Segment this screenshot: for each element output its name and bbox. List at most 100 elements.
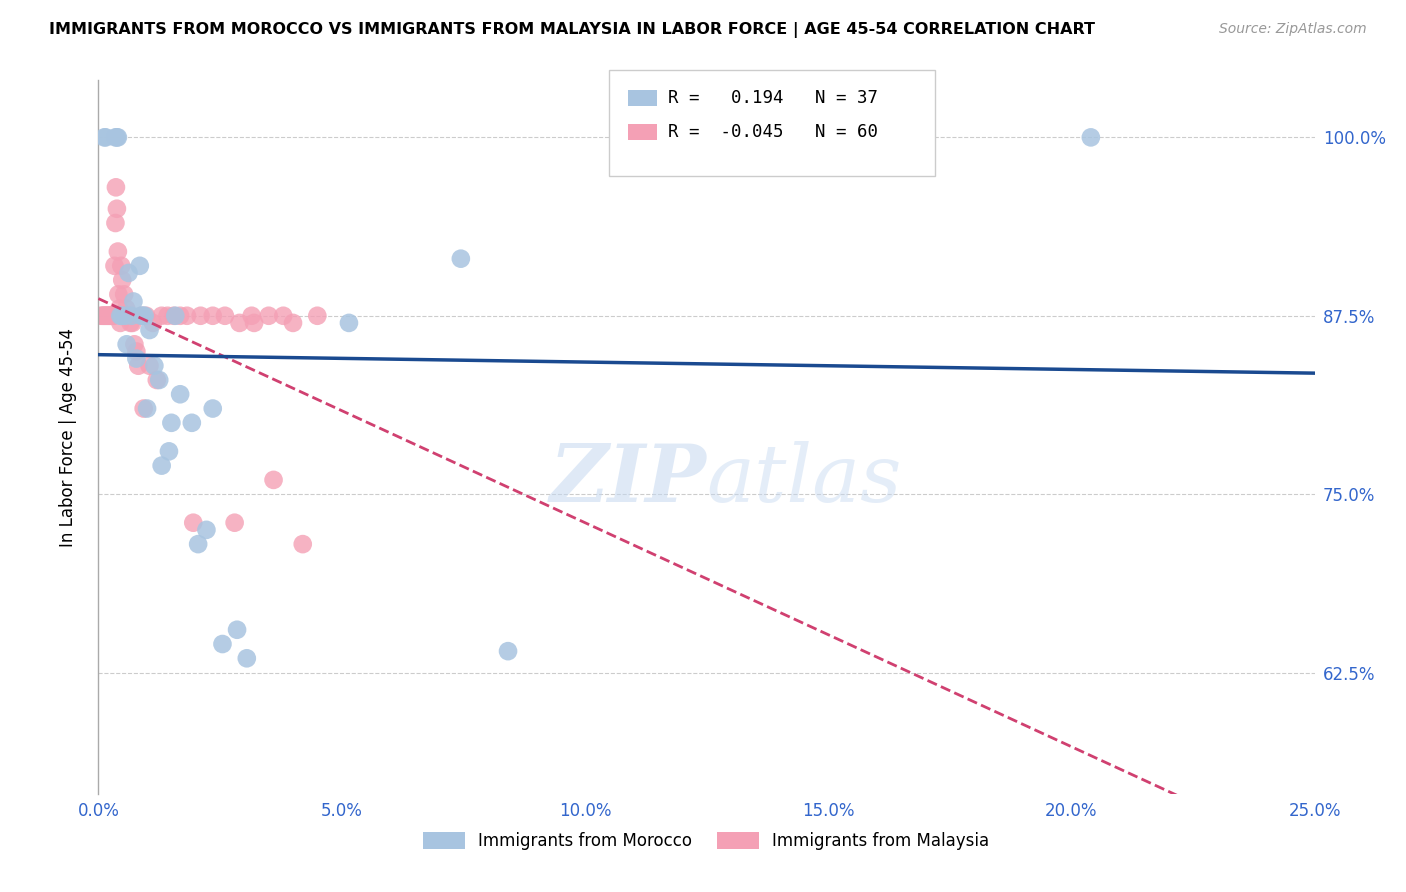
Point <box>142 316 165 330</box>
Point <box>104 180 127 194</box>
Point <box>226 623 249 637</box>
Y-axis label: In Labor Force | Age 45-54: In Labor Force | Age 45-54 <box>59 327 77 547</box>
Point <box>136 401 159 416</box>
Point <box>108 301 131 316</box>
Point <box>129 309 152 323</box>
Point <box>101 309 124 323</box>
Point <box>98 309 121 323</box>
Legend: Immigrants from Morocco, Immigrants from Malaysia: Immigrants from Morocco, Immigrants from… <box>416 825 997 857</box>
Point <box>114 309 136 323</box>
Point <box>105 202 128 216</box>
Point <box>107 244 129 259</box>
Text: IMMIGRANTS FROM MOROCCO VS IMMIGRANTS FROM MALAYSIA IN LABOR FORCE | AGE 45-54 C: IMMIGRANTS FROM MOROCCO VS IMMIGRANTS FR… <box>49 22 1095 38</box>
Point <box>114 309 136 323</box>
Point <box>496 644 519 658</box>
Text: R =  -0.045   N = 60: R = -0.045 N = 60 <box>668 123 877 141</box>
Point <box>190 309 212 323</box>
Point <box>96 309 118 323</box>
Point <box>150 458 173 473</box>
Point <box>118 309 141 323</box>
Point <box>111 273 134 287</box>
Point <box>163 309 186 323</box>
Point <box>146 373 169 387</box>
Point <box>156 309 179 323</box>
Point <box>125 344 148 359</box>
Point <box>281 316 304 330</box>
Point <box>115 337 138 351</box>
Point <box>307 309 329 323</box>
Point <box>94 309 117 323</box>
Point <box>138 359 160 373</box>
Point <box>107 287 129 301</box>
Point <box>97 309 120 323</box>
Point <box>120 316 142 330</box>
Point <box>94 130 117 145</box>
Point <box>110 316 132 330</box>
Point <box>450 252 472 266</box>
Point <box>91 309 114 323</box>
Point <box>169 309 191 323</box>
Point <box>243 316 266 330</box>
Point <box>169 387 191 401</box>
Point <box>187 537 209 551</box>
Point <box>110 309 132 323</box>
Point <box>105 130 128 145</box>
Point <box>143 359 166 373</box>
Point <box>201 401 224 416</box>
Point <box>121 309 143 323</box>
Point <box>291 537 314 551</box>
Point <box>98 309 121 323</box>
Point <box>93 309 115 323</box>
Point <box>134 309 156 323</box>
Point <box>111 309 134 323</box>
Point <box>160 416 183 430</box>
Point <box>104 130 127 145</box>
Point <box>224 516 246 530</box>
Point <box>128 259 150 273</box>
Point <box>201 309 224 323</box>
Point <box>117 266 139 280</box>
Point <box>135 309 157 323</box>
Point <box>107 130 129 145</box>
Point <box>1080 130 1102 145</box>
Point <box>181 516 204 530</box>
Point <box>150 309 173 323</box>
Text: ZIP: ZIP <box>550 442 707 518</box>
Point <box>195 523 218 537</box>
Point <box>165 309 187 323</box>
Point <box>96 309 118 323</box>
Point <box>211 637 233 651</box>
Point <box>127 359 149 373</box>
Point <box>125 351 148 366</box>
Point <box>101 309 124 323</box>
Point <box>271 309 294 323</box>
Point <box>90 309 112 323</box>
Point <box>104 216 127 230</box>
Point <box>121 316 143 330</box>
Point <box>180 416 202 430</box>
Point <box>176 309 198 323</box>
Point <box>138 323 160 337</box>
Point <box>263 473 285 487</box>
Point <box>337 316 360 330</box>
Point <box>115 301 138 316</box>
Text: Source: ZipAtlas.com: Source: ZipAtlas.com <box>1219 22 1367 37</box>
Point <box>122 294 145 309</box>
Point <box>157 444 180 458</box>
Point <box>103 309 125 323</box>
Point <box>112 309 135 323</box>
Point <box>91 309 114 323</box>
Point <box>93 130 115 145</box>
Point <box>103 259 125 273</box>
Point <box>129 309 152 323</box>
Point <box>240 309 263 323</box>
Point <box>228 316 250 330</box>
Point <box>100 309 122 323</box>
Text: R =   0.194   N = 37: R = 0.194 N = 37 <box>668 89 877 107</box>
Point <box>110 259 132 273</box>
Point <box>117 309 139 323</box>
Point <box>132 309 155 323</box>
Point <box>236 651 259 665</box>
Point <box>112 287 135 301</box>
Point <box>148 373 170 387</box>
